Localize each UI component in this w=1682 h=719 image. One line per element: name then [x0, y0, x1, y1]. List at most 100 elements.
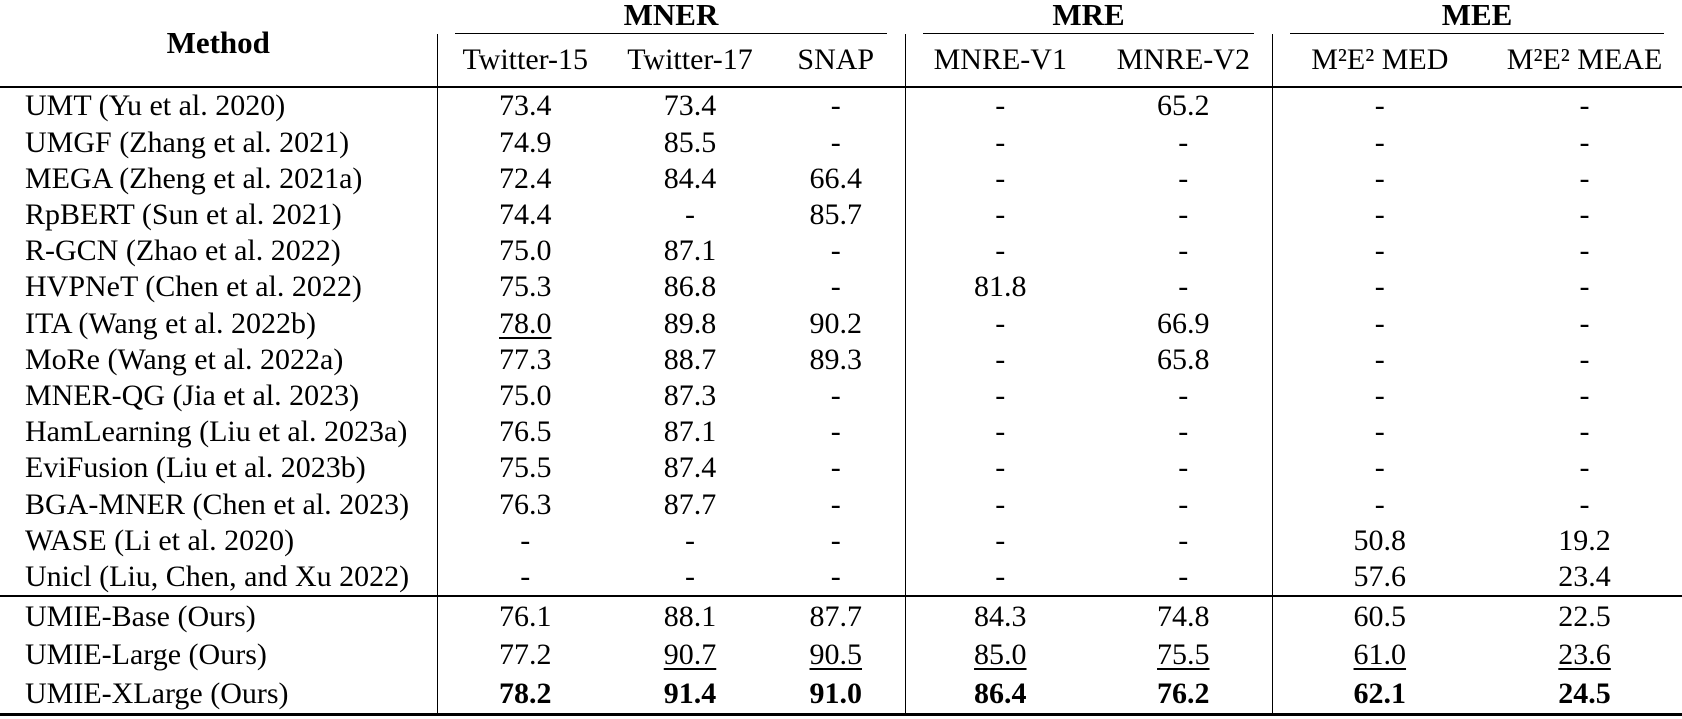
- table-header: Method MNER MRE MEE Twitter-15 Twitter-1…: [0, 0, 1682, 87]
- group-header-mee: MEE: [1272, 0, 1682, 34]
- value-cell: 88.7: [663, 342, 717, 376]
- table-row: R-GCN (Zhao et al. 2022) 75.0 87.1 - - - - -: [0, 232, 1682, 270]
- value-cell: -: [1271, 305, 1488, 342]
- value-cell: -: [685, 523, 695, 557]
- value-cell: -: [1178, 234, 1189, 268]
- value-cell: -: [436, 522, 613, 559]
- value-cell: -: [1271, 486, 1488, 523]
- value-cell: -: [830, 89, 841, 123]
- group-label-mee: MEE: [1290, 0, 1665, 34]
- value-cell: 85.0: [904, 635, 1096, 675]
- value-cell: 74.8: [1157, 599, 1210, 633]
- value-cell: 85.5: [663, 125, 717, 159]
- value-cell: 65.8: [1157, 342, 1210, 376]
- value-cell: 78.2: [436, 674, 613, 715]
- method-cell: RpBERT (Sun et al. 2021): [25, 197, 342, 231]
- method-cell: UMT (Yu et al. 2020): [25, 89, 286, 123]
- table-row: MEGA (Zheng et al. 2021a) 72.4 84.4 66.4 - - -…: [0, 160, 1682, 197]
- method-cell: MEGA (Zheng et al. 2021a): [25, 161, 363, 195]
- col-header-m2e2-meae: M²E² MEAE: [1506, 43, 1663, 76]
- value-cell: 87.1: [663, 234, 717, 268]
- value-cell: 85.7: [809, 197, 863, 231]
- col-header-mnre-v2: MNRE-V2: [1116, 43, 1250, 76]
- value-cell: -: [830, 270, 841, 304]
- value-cell: 86.4: [904, 674, 1096, 715]
- method-column-header: Method: [166, 25, 270, 60]
- value-cell: -: [904, 450, 1096, 487]
- value-cell: -: [1178, 161, 1189, 195]
- value-cell: -: [1178, 125, 1189, 159]
- value-cell: -: [1178, 197, 1189, 231]
- value-cell: 73.4: [436, 87, 613, 125]
- col-header-snap: SNAP: [797, 43, 875, 76]
- value-cell: -: [830, 560, 841, 594]
- value-cell: 90.7: [663, 638, 717, 672]
- value-cell: -: [904, 341, 1096, 378]
- method-cell: UMGF (Zhang et al. 2021): [25, 125, 350, 159]
- value-cell: 66.4: [809, 161, 863, 195]
- value-cell: -: [1579, 342, 1590, 376]
- value-cell: 75.5: [1157, 638, 1210, 672]
- value-cell: -: [1579, 125, 1590, 159]
- value-cell: -: [1579, 197, 1590, 231]
- group-header-row: Method MNER MRE MEE: [0, 0, 1682, 60]
- value-cell: -: [685, 560, 695, 594]
- value-cell: -: [1579, 378, 1590, 412]
- value-cell: 91.0: [809, 676, 863, 710]
- value-cell: -: [1271, 413, 1488, 451]
- value-cell: 23.4: [1558, 560, 1611, 594]
- column-header-row: Twitter-15 Twitter-17 SNAP MNRE-V1 MNRE-…: [0, 34, 1682, 87]
- value-cell: -: [904, 558, 1096, 596]
- value-cell: -: [1271, 196, 1488, 233]
- value-cell: 75.3: [436, 269, 613, 306]
- col-header-mnre-v1: MNRE-V1: [904, 34, 1096, 87]
- value-cell: 22.5: [1558, 599, 1611, 633]
- value-cell: -: [904, 486, 1096, 523]
- value-cell: -: [1178, 487, 1189, 521]
- value-cell: -: [904, 377, 1096, 414]
- value-cell: -: [904, 196, 1096, 233]
- value-cell: 88.1: [663, 599, 717, 633]
- method-cell: ITA (Wang et al. 2022b): [25, 306, 316, 340]
- group-label-mner: MNER: [455, 0, 888, 34]
- col-header-twitter-15: Twitter-15: [436, 34, 613, 87]
- method-cell: WASE (Li et al. 2020): [25, 523, 295, 557]
- value-cell: 23.6: [1558, 638, 1611, 672]
- value-cell: 77.2: [436, 635, 613, 675]
- table-row: HVPNeT (Chen et al. 2022) 75.3 86.8 - 81.8 - -…: [0, 269, 1682, 306]
- method-cell: Unicl (Liu, Chen, and Xu 2022): [25, 560, 410, 594]
- value-cell: -: [1178, 451, 1189, 485]
- table-row: WASE (Li et al. 2020) - - - - - 50.8 19.2: [0, 522, 1682, 559]
- table-row: UMIE-Base (Ours) 76.1 88.1 87.7 84.3 74.8 60.5…: [0, 595, 1682, 636]
- table-row: UMIE-XLarge (Ours) 78.2 91.4 91.0 86.4 76.2 62…: [0, 674, 1682, 715]
- value-cell: -: [1579, 487, 1590, 521]
- method-cell: MNER-QG (Jia et al. 2023): [25, 378, 360, 412]
- value-cell: -: [1178, 560, 1189, 594]
- value-cell: -: [1579, 161, 1590, 195]
- table-row: UMT (Yu et al. 2020) 73.4 73.4 - - 65.2 - -: [0, 87, 1682, 125]
- value-cell: 72.4: [436, 160, 613, 197]
- value-cell: 89.3: [809, 342, 863, 376]
- method-cell: R-GCN (Zhao et al. 2022): [25, 234, 341, 268]
- table-row: MNER-QG (Jia et al. 2023) 75.0 87.3 - - - - -: [0, 377, 1682, 414]
- value-cell: 89.8: [663, 306, 717, 340]
- value-cell: 77.3: [436, 341, 613, 378]
- value-cell: 76.3: [436, 486, 613, 523]
- method-cell: HVPNeT (Chen et al. 2022): [25, 270, 362, 304]
- value-cell: -: [1178, 415, 1189, 449]
- value-cell: -: [904, 413, 1096, 451]
- method-cell: UMIE-Base (Ours): [25, 599, 256, 633]
- value-cell: 75.0: [436, 232, 613, 270]
- value-cell: 87.7: [809, 599, 863, 633]
- method-cell: UMIE-Large (Ours): [25, 638, 267, 672]
- value-cell: -: [904, 232, 1096, 270]
- value-cell: 74.4: [436, 196, 613, 233]
- value-cell: 76.1: [436, 595, 613, 636]
- value-cell: 62.1: [1271, 674, 1488, 715]
- value-cell: 84.4: [663, 161, 717, 195]
- method-cell: BGA-MNER (Chen et al. 2023): [25, 487, 410, 521]
- value-cell: 86.8: [663, 270, 717, 304]
- group-label-mre: MRE: [923, 0, 1255, 34]
- value-cell: 73.4: [663, 89, 717, 123]
